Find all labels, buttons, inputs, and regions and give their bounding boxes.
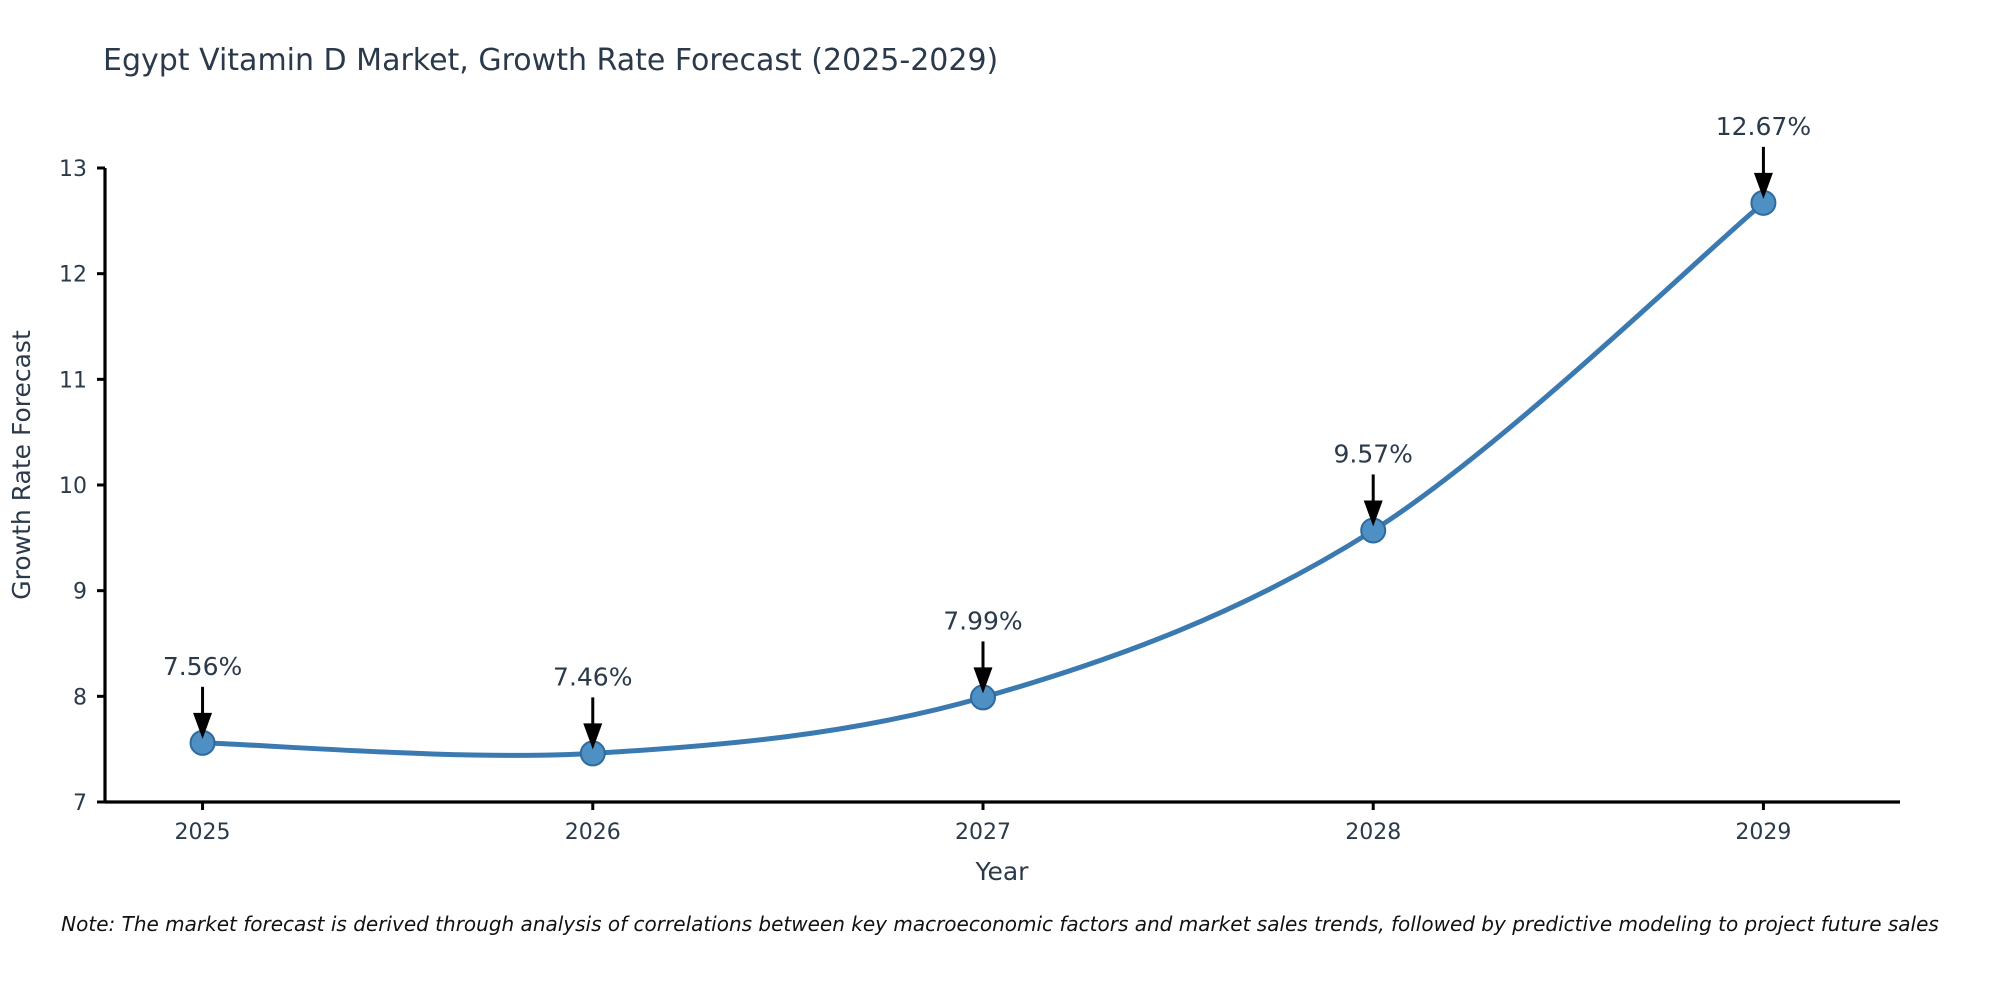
y-tick-label: 10 bbox=[59, 474, 87, 499]
data-point-value-label: 7.46% bbox=[553, 662, 632, 691]
data-point-markers bbox=[189, 189, 1777, 767]
annotation-arrow-head bbox=[583, 723, 603, 750]
annotation-arrow-head bbox=[193, 712, 213, 739]
y-tick-label: 13 bbox=[59, 157, 87, 182]
chart-title: Egypt Vitamin D Market, Growth Rate Fore… bbox=[103, 43, 998, 78]
y-tick-label: 9 bbox=[73, 580, 87, 605]
x-tick-label: 2025 bbox=[175, 820, 231, 845]
data-point-value-label: 7.99% bbox=[943, 606, 1022, 635]
y-axis-label: Growth Rate Forecast bbox=[7, 330, 36, 600]
annotation-arrow-head bbox=[1753, 172, 1773, 199]
annotation-arrow-head bbox=[1363, 500, 1383, 527]
x-axis-ticks: 2025 2026 2027 2028 2029 bbox=[175, 802, 1791, 845]
x-tick-label: 2029 bbox=[1735, 820, 1791, 845]
footnote-text: Note: The market forecast is derived thr… bbox=[61, 912, 1939, 936]
x-tick-label: 2026 bbox=[565, 820, 621, 845]
data-point-value-label: 7.56% bbox=[163, 652, 242, 681]
data-point-annotations: 7.56% 7.46% 7.99% 9.57% 12.67% bbox=[163, 112, 1811, 750]
data-point-value-label: 9.57% bbox=[1333, 439, 1412, 468]
y-tick-label: 8 bbox=[73, 685, 87, 710]
y-tick-label: 7 bbox=[73, 791, 87, 816]
annotation-arrow-head bbox=[973, 667, 993, 694]
x-tick-label: 2028 bbox=[1345, 820, 1401, 845]
y-tick-label: 12 bbox=[59, 263, 87, 288]
y-tick-label: 11 bbox=[59, 368, 87, 393]
data-point-value-label: 12.67% bbox=[1716, 112, 1811, 141]
forecast-line bbox=[200, 200, 1766, 758]
y-axis-ticks: 7 8 9 10 11 12 13 bbox=[59, 157, 105, 816]
x-tick-label: 2027 bbox=[955, 820, 1011, 845]
x-axis-label: Year bbox=[975, 857, 1030, 886]
